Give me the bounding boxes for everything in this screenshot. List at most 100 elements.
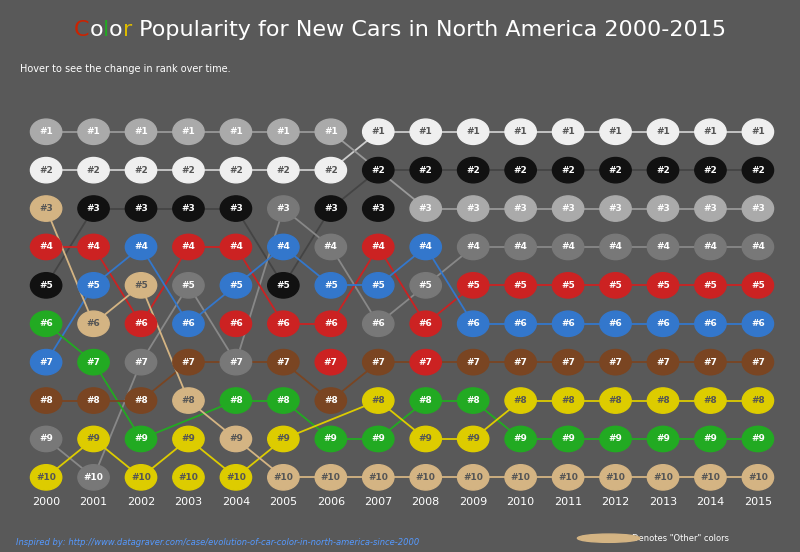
Text: #4: #4 [229,242,243,252]
Text: #4: #4 [277,242,290,252]
Text: #8: #8 [656,396,670,405]
Circle shape [315,465,346,490]
Circle shape [30,234,62,259]
Text: Hover to see the change in rank over time.: Hover to see the change in rank over tim… [20,64,230,74]
Text: #8: #8 [609,396,622,405]
Circle shape [173,196,204,221]
Text: #1: #1 [466,128,480,136]
Circle shape [505,465,536,490]
Text: #4: #4 [609,242,622,252]
Circle shape [126,273,157,298]
Text: 2007: 2007 [364,497,392,507]
Circle shape [694,119,726,145]
Circle shape [553,196,584,221]
Circle shape [126,196,157,221]
Circle shape [553,349,584,375]
Circle shape [505,157,536,183]
Text: #7: #7 [609,358,622,367]
Circle shape [410,157,442,183]
Circle shape [410,426,442,452]
Circle shape [173,157,204,183]
Text: #3: #3 [466,204,480,213]
Text: #10: #10 [36,473,56,482]
Text: #3: #3 [751,204,765,213]
Text: #9: #9 [277,434,290,443]
Text: #2: #2 [419,166,433,174]
Text: Popularity for New Cars in North America 2000-2015: Popularity for New Cars in North America… [132,20,726,40]
Circle shape [505,349,536,375]
Circle shape [647,465,678,490]
Circle shape [362,157,394,183]
Text: #7: #7 [277,358,290,367]
Text: #8: #8 [419,396,433,405]
Circle shape [410,196,442,221]
Circle shape [315,388,346,413]
Circle shape [268,234,299,259]
Text: #10: #10 [178,473,198,482]
Text: #1: #1 [656,128,670,136]
Circle shape [505,311,536,336]
Text: #7: #7 [182,358,195,367]
Circle shape [458,349,489,375]
Circle shape [600,349,631,375]
Circle shape [30,349,62,375]
Text: o: o [109,20,123,40]
Circle shape [694,426,726,452]
Circle shape [268,426,299,452]
Circle shape [315,234,346,259]
Circle shape [362,196,394,221]
Circle shape [78,349,110,375]
Circle shape [78,119,110,145]
Circle shape [30,426,62,452]
Text: #4: #4 [751,242,765,252]
Text: #6: #6 [751,319,765,328]
Circle shape [410,119,442,145]
Circle shape [410,311,442,336]
Text: #8: #8 [229,396,242,405]
Text: 2003: 2003 [174,497,202,507]
Circle shape [268,311,299,336]
Text: #3: #3 [514,204,527,213]
Text: #4: #4 [324,242,338,252]
Text: #9: #9 [751,434,765,443]
Text: #7: #7 [514,358,527,367]
Text: #7: #7 [324,358,338,367]
Text: #2: #2 [751,166,765,174]
Text: #2: #2 [656,166,670,174]
Text: #6: #6 [277,319,290,328]
Text: #4: #4 [134,242,148,252]
Text: 2006: 2006 [317,497,345,507]
Text: #8: #8 [562,396,575,405]
Text: 2010: 2010 [506,497,534,507]
Text: #7: #7 [86,358,101,367]
Text: #9: #9 [371,434,386,443]
Circle shape [742,349,774,375]
Text: #9: #9 [466,434,480,443]
Text: #1: #1 [39,128,53,136]
Text: #4: #4 [656,242,670,252]
Text: #10: #10 [321,473,341,482]
Text: #9: #9 [324,434,338,443]
Text: #8: #8 [514,396,527,405]
Circle shape [220,196,251,221]
Circle shape [647,349,678,375]
Text: #1: #1 [371,128,385,136]
Text: #2: #2 [277,166,290,174]
Text: #1: #1 [182,128,195,136]
Circle shape [220,157,251,183]
Text: #1: #1 [703,128,718,136]
Circle shape [220,426,251,452]
Circle shape [600,426,631,452]
Circle shape [553,119,584,145]
Text: #8: #8 [134,396,148,405]
Text: #2: #2 [609,166,622,174]
Text: #4: #4 [466,242,480,252]
Circle shape [362,273,394,298]
Circle shape [505,426,536,452]
Circle shape [505,273,536,298]
Text: #4: #4 [39,242,53,252]
Text: #3: #3 [277,204,290,213]
Circle shape [126,465,157,490]
Circle shape [600,388,631,413]
Text: #1: #1 [609,128,622,136]
